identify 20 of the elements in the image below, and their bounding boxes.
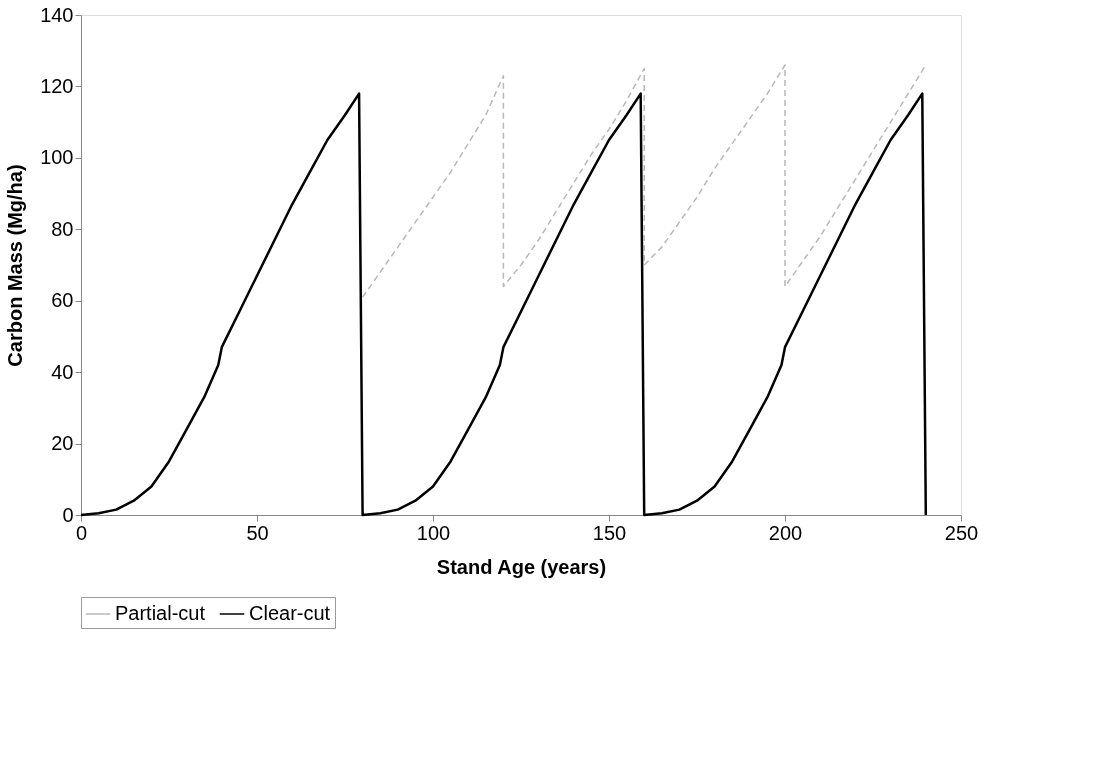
line-series [361, 64, 927, 298]
x-tick-label: 250 [944, 521, 979, 544]
y-tick-label: 100 [40, 146, 74, 169]
x-axis-title: Stand Age (years) [436, 555, 607, 578]
y-tick-label: 120 [40, 74, 74, 97]
x-tick-label: 0 [75, 521, 88, 544]
y-tick-label: 60 [51, 289, 74, 312]
legend-label: Partial-cut [115, 602, 206, 624]
line-series [79, 92, 928, 517]
y-tick-label: 40 [51, 360, 74, 383]
y-tick-label: 20 [51, 432, 74, 455]
y-tick-label: 140 [40, 3, 74, 26]
x-tick-label: 150 [592, 521, 627, 544]
y-tick-label: 80 [51, 217, 74, 240]
x-tick-label: 200 [768, 521, 803, 544]
x-tick-label: 100 [416, 521, 451, 544]
y-tick-label: 0 [62, 503, 74, 526]
y-axis-title: Carbon Mass (Mg/ha) [4, 164, 27, 367]
legend-label: Clear-cut [249, 602, 331, 624]
x-tick-label: 50 [246, 521, 269, 544]
